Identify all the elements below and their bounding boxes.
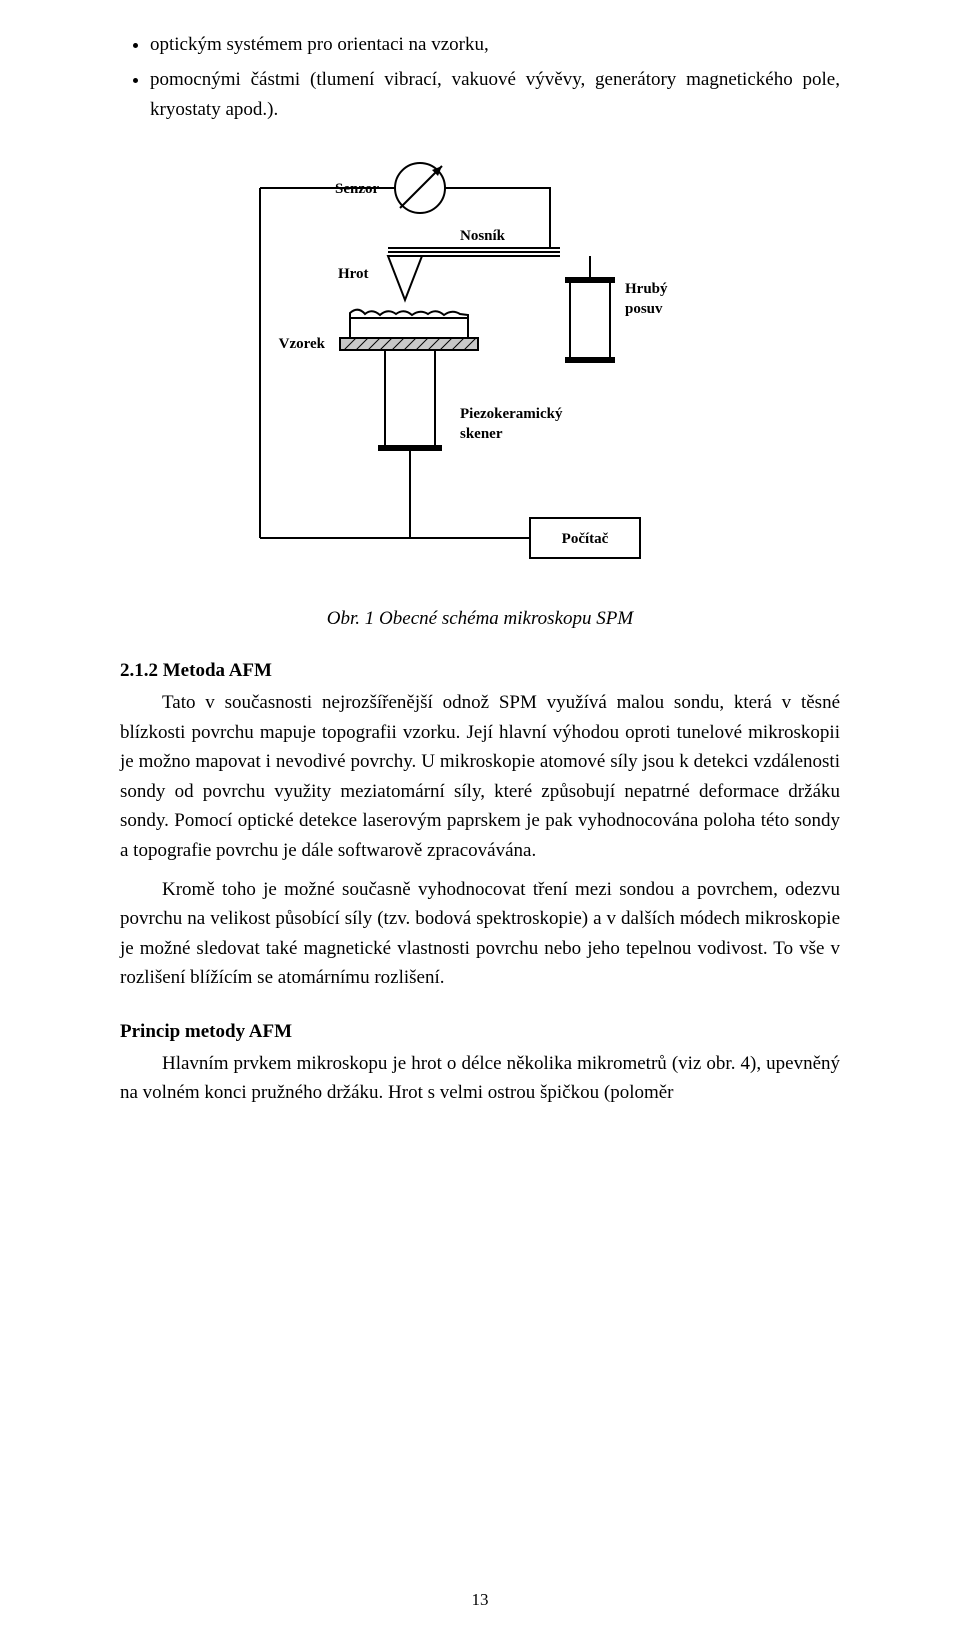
page: optickým systémem pro orientaci na vzork…: [0, 0, 960, 1640]
bullet-list: optickým systémem pro orientaci na vzork…: [120, 30, 840, 124]
label-hruby-posuv-2: posuv: [625, 301, 663, 317]
figure-caption: Obr. 1 Obecné schéma mikroskopu SPM: [120, 608, 840, 630]
label-piezo-1: Piezokeramický: [460, 406, 563, 422]
label-vzorek: Vzorek: [279, 336, 326, 352]
subsection-heading: Princip metody AFM: [120, 1021, 840, 1043]
paragraph: Kromě toho je možné současně vyhodnocova…: [120, 875, 840, 993]
bullet-item: optickým systémem pro orientaci na vzork…: [150, 30, 840, 59]
label-pocitac: Počítač: [562, 531, 609, 547]
label-nosnik: Nosník: [460, 228, 506, 244]
label-hrot: Hrot: [338, 266, 369, 282]
page-number: 13: [0, 1590, 960, 1610]
figure-spm-schema: Senzor Nosník Hrot Hrubý posuv: [220, 148, 740, 578]
paragraph: Tato v současnosti nejrozšířenější odnož…: [120, 688, 840, 865]
paragraph: Hlavním prvkem mikroskopu je hrot o délc…: [120, 1049, 840, 1108]
section-heading: 2.1.2 Metoda AFM: [120, 660, 840, 682]
label-piezo-2: skener: [460, 426, 503, 442]
label-hruby-posuv-1: Hrubý: [625, 281, 668, 297]
bullet-item: pomocnými částmi (tlumení vibrací, vakuo…: [150, 65, 840, 124]
label-senzor: Senzor: [335, 181, 380, 197]
